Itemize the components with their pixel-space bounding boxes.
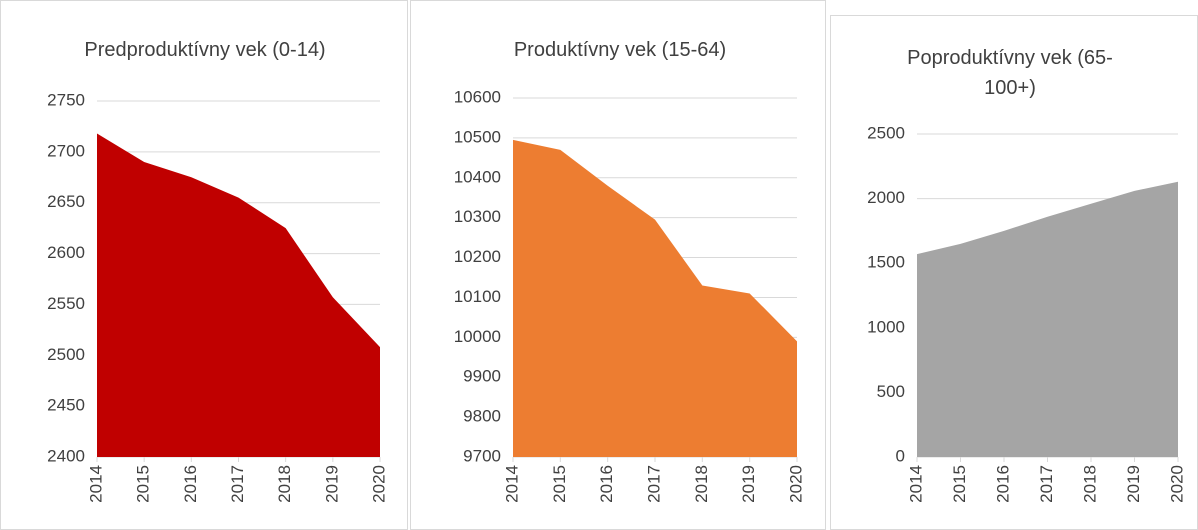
y-tick-label: 0	[896, 446, 905, 465]
y-tick-label: 10300	[454, 207, 501, 226]
chart-title: Poproduktívny vek (65-100+)	[907, 47, 1113, 99]
x-tick-label: 2014	[906, 465, 925, 503]
area	[513, 139, 797, 457]
x-tick-label: 2020	[786, 465, 805, 503]
x-tick-label: 2015	[950, 465, 969, 503]
area	[917, 181, 1178, 457]
y-tick-label: 10600	[454, 87, 501, 106]
area	[97, 133, 380, 457]
y-tick-label: 9900	[463, 367, 501, 386]
x-tick-label: 2018	[692, 465, 711, 503]
x-tick-label: 2017	[1037, 465, 1056, 503]
y-tick-label: 9700	[463, 446, 501, 465]
y-tick-label: 10100	[454, 287, 501, 306]
y-tick-label: 10000	[454, 327, 501, 346]
y-tick-label: 10400	[454, 167, 501, 186]
chart-title: Predproduktívny vek (0-14)	[84, 39, 326, 61]
x-tick-label: 2017	[644, 465, 663, 503]
x-tick-label: 2014	[86, 465, 105, 503]
x-tick-label: 2015	[550, 465, 569, 503]
y-tick-label: 2500	[47, 345, 85, 364]
y-tick-label: 10200	[454, 247, 501, 266]
y-tick-label: 1500	[867, 253, 905, 272]
y-tick-label: 2600	[47, 243, 85, 262]
x-tick-label: 2019	[322, 465, 341, 503]
x-tick-label: 2016	[993, 465, 1012, 503]
x-tick-label: 2014	[502, 465, 521, 503]
y-tick-label: 2450	[47, 396, 85, 415]
x-tick-label: 2017	[228, 465, 247, 503]
x-tick-label: 2020	[1167, 465, 1186, 503]
x-tick-label: 2019	[739, 465, 758, 503]
x-tick-label: 2020	[369, 465, 388, 503]
y-tick-label: 2750	[47, 90, 85, 109]
y-tick-label: 2400	[47, 446, 85, 465]
y-tick-label: 2000	[867, 188, 905, 207]
x-tick-label: 2019	[1124, 465, 1143, 503]
y-tick-label: 1000	[867, 317, 905, 336]
y-tick-label: 2500	[867, 123, 905, 142]
x-tick-label: 2018	[275, 465, 294, 503]
y-tick-label: 9800	[463, 407, 501, 426]
x-tick-label: 2018	[1080, 465, 1099, 503]
y-tick-label: 10500	[454, 127, 501, 146]
y-tick-label: 2550	[47, 294, 85, 313]
x-tick-label: 2016	[597, 465, 616, 503]
y-tick-label: 500	[877, 382, 905, 401]
y-tick-label: 2700	[47, 141, 85, 160]
y-tick-label: 2650	[47, 192, 85, 211]
x-tick-label: 2015	[134, 465, 153, 503]
x-tick-label: 2016	[181, 465, 200, 503]
chart-title: Produktívny vek (15-64)	[513, 39, 727, 61]
